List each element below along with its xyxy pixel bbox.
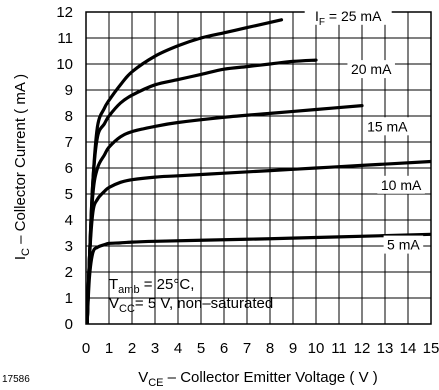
y-tick-label: 9 [65, 82, 73, 99]
x-tick-label: 11 [331, 340, 347, 357]
series-label-bg [383, 235, 424, 254]
x-tick-label: 13 [377, 340, 394, 357]
y-tick-label: 6 [65, 160, 73, 177]
x-tick-label: 12 [354, 340, 371, 357]
x-tick-label: 10 [308, 340, 325, 357]
series-label: 15 mA [367, 118, 408, 134]
x-tick-label: 9 [289, 340, 297, 357]
series-line-4 [86, 232, 431, 324]
series-label-bg [304, 6, 392, 25]
x-tick-label: 2 [128, 340, 136, 357]
series-label-bg [377, 175, 425, 194]
grid [85, 11, 432, 325]
x-tick-label: 8 [266, 340, 274, 357]
y-tick-label: 8 [65, 108, 73, 125]
x-tick-label: 1 [105, 340, 113, 357]
figure-number: 17586 [2, 374, 30, 385]
x-tick-label: 15 [423, 340, 439, 357]
plot-frame [85, 11, 432, 325]
y-tick-label: 7 [65, 134, 73, 151]
curve-labels: IF = 25 mA 20 mA 15 mA 10 mA 5 mA [304, 6, 425, 254]
y-axis-label: IC – Collector Current ( mA ) [12, 74, 32, 260]
series-label: 10 mA [381, 177, 422, 193]
series-line-1 [86, 58, 318, 324]
x-tick-label: 0 [82, 340, 90, 357]
series-label: 5 mA [387, 237, 420, 253]
series-line-3 [86, 159, 431, 324]
x-tick-label: 5 [197, 340, 205, 357]
y-tick-label: 11 [57, 30, 73, 47]
series-label: 20 mA [351, 61, 392, 77]
y-tick-label: 3 [65, 238, 73, 255]
series-line-2 [86, 104, 364, 324]
annotation-line-2: VCC= 5 V, non–saturated [109, 295, 273, 315]
x-tick-label: 6 [220, 340, 228, 357]
curves [86, 18, 431, 324]
y-tick-label: 12 [56, 4, 73, 21]
annotation-line-1: Tamb = 25°C, [109, 276, 194, 296]
x-axis-label: VCE – Collector Emitter Voltage ( V ) [138, 369, 378, 389]
x-tick-labels: 0 1 2 3 4 5 6 7 8 9 10 11 12 13 14 15 [82, 340, 439, 357]
y-tick-label: 2 [65, 264, 73, 281]
y-tick-label: 1 [65, 290, 73, 307]
x-tick-label: 7 [243, 340, 251, 357]
y-tick-label: 0 [65, 316, 73, 333]
series-label-bg [363, 117, 412, 136]
series-label: IF = 25 mA [315, 8, 382, 28]
conditions-annotation: Tamb = 25°C, VCC= 5 V, non–saturated [109, 276, 273, 315]
y-tick-label: 5 [65, 186, 73, 203]
x-tick-label: 14 [400, 340, 417, 357]
y-tick-label: 10 [56, 56, 73, 73]
series-label-bg [347, 60, 395, 79]
x-tick-label: 3 [151, 340, 159, 357]
x-tick-label: 4 [174, 340, 182, 357]
y-tick-label: 4 [65, 212, 73, 229]
